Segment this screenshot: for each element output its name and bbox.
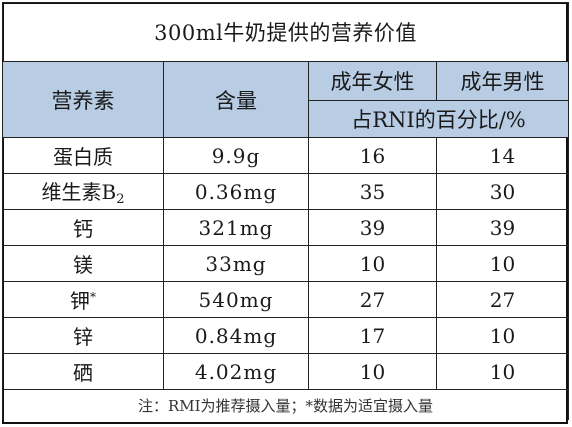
header-male: 成年男性 <box>435 61 570 101</box>
nutrient-cell: 蛋白质 <box>2 137 164 174</box>
header-rni-percent: 占RNI的百分比/% <box>307 100 570 138</box>
amount-cell: 0.84mg <box>163 317 309 354</box>
female-percent-cell: 39 <box>308 209 437 246</box>
header-nutrient: 营养素 <box>2 61 164 138</box>
nutrient-name: 蛋白质 <box>53 145 113 169</box>
table-row: 硒 4.02mg 10 10 <box>2 353 570 390</box>
table-title: 300ml牛奶提供的营养价值 <box>1 2 570 62</box>
male-percent-cell: 10 <box>435 317 570 354</box>
table-row: 维生素B2 0.36mg 35 30 <box>2 173 570 210</box>
nutrient-cell: 锌 <box>2 317 164 354</box>
nutrient-name: 钾 <box>70 289 90 313</box>
nutrient-cell: 钙 <box>2 209 164 246</box>
table-row: 锌 0.84mg 17 10 <box>2 317 570 354</box>
nutrient-name: 镁 <box>73 253 93 277</box>
female-percent-cell: 17 <box>308 317 437 354</box>
nutrient-cell: 钾* <box>2 281 164 318</box>
male-percent-cell: 39 <box>435 209 570 246</box>
nutrient-cell: 镁 <box>2 245 164 282</box>
amount-cell: 4.02mg <box>163 353 309 390</box>
female-percent-cell: 16 <box>308 137 437 174</box>
nutrient-name: 维生素B <box>41 180 117 204</box>
male-percent-cell: 30 <box>435 173 570 210</box>
nutrient-name: 钙 <box>73 217 93 241</box>
table-row: 蛋白质 9.9g 16 14 <box>2 137 570 174</box>
amount-cell: 0.36mg <box>163 173 309 210</box>
header-female: 成年女性 <box>308 61 437 101</box>
header-amount: 含量 <box>163 61 309 138</box>
amount-cell: 540mg <box>163 281 309 318</box>
nutrient-cell: 维生素B2 <box>2 173 164 210</box>
table-footnote: 注：RMI为推荐摄入量；*数据为适宜摄入量 <box>1 389 570 420</box>
nutrient-name: 硒 <box>73 361 93 385</box>
nutrition-table: 300ml牛奶提供的营养价值 营养素 含量 成年女性 成年男性 占RNI的百分比… <box>1 2 570 420</box>
female-percent-cell: 10 <box>308 353 437 390</box>
male-percent-cell: 27 <box>435 281 570 318</box>
nutrient-cell: 硒 <box>2 353 164 390</box>
amount-cell: 33mg <box>163 245 309 282</box>
table-row: 镁 33mg 10 10 <box>2 245 570 282</box>
female-percent-cell: 10 <box>308 245 437 282</box>
nutrient-subscript: 2 <box>116 192 125 207</box>
male-percent-cell: 10 <box>435 353 570 390</box>
nutrient-name: 锌 <box>73 325 93 349</box>
nutrient-asterisk: * <box>90 290 96 304</box>
table-row: 钾* 540mg 27 27 <box>2 281 570 318</box>
amount-cell: 9.9g <box>163 137 309 174</box>
male-percent-cell: 14 <box>435 137 570 174</box>
male-percent-cell: 10 <box>435 245 570 282</box>
female-percent-cell: 35 <box>308 173 437 210</box>
female-percent-cell: 27 <box>308 281 437 318</box>
table-row: 钙 321mg 39 39 <box>2 209 570 246</box>
amount-cell: 321mg <box>163 209 309 246</box>
